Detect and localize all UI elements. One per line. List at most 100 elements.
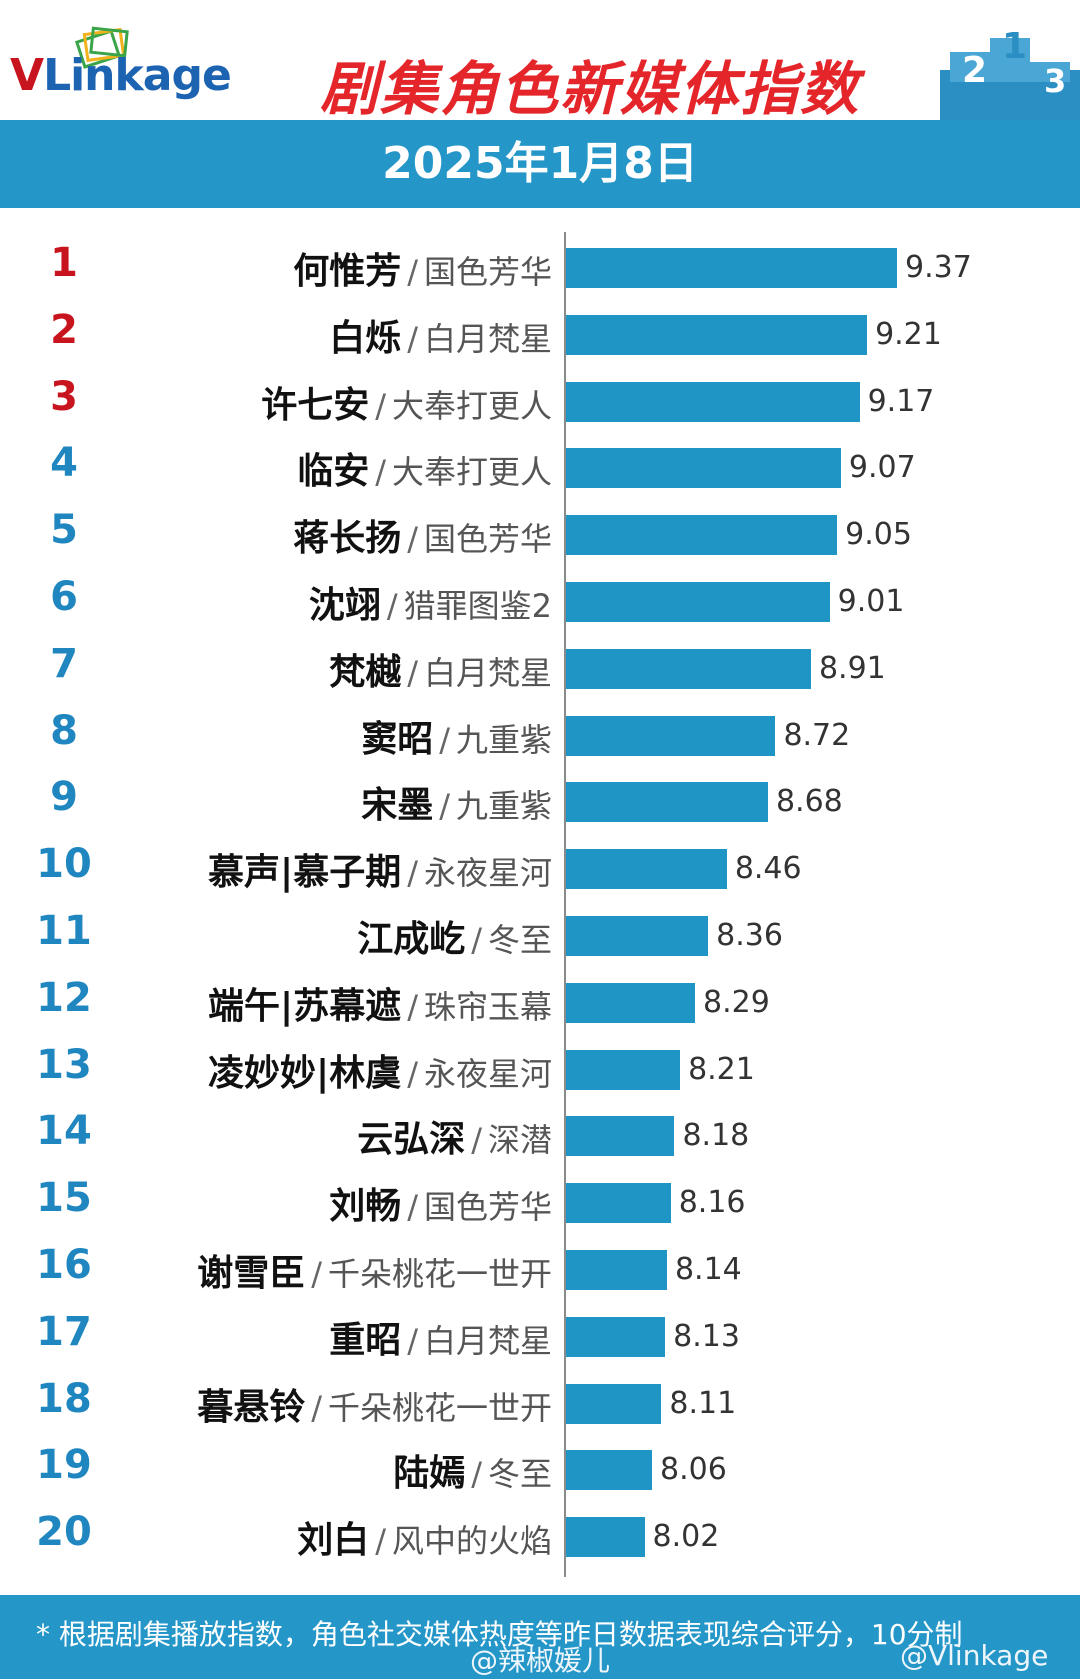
category-label: 暮悬铃 / 千朵桃花一世开 <box>197 1378 552 1430</box>
character-name: 白烁 <box>329 317 402 359</box>
character-name: 临安 <box>297 451 370 493</box>
bar <box>566 715 776 756</box>
rank-label: 8 <box>50 707 78 754</box>
chart-row: 11 江成屹 / 冬至 8.36 <box>0 900 1080 967</box>
bar-value-label: 8.36 <box>716 918 783 953</box>
bar-value-label: 8.11 <box>669 1385 737 1421</box>
category-label: 端午|苏幕遮 / 珠帘玉幕 <box>208 977 552 1029</box>
character-name: 刘畅 <box>329 1186 402 1228</box>
label-separator: / <box>439 787 450 826</box>
bar <box>566 916 709 956</box>
label-separator: / <box>407 1188 418 1227</box>
show-name: 风中的火焰 <box>391 1522 552 1561</box>
show-name: 冬至 <box>487 921 552 959</box>
category-label: 宋墨 / 九重紫 <box>361 776 552 828</box>
category-label: 江成屹 / 冬至 <box>357 910 552 962</box>
watermark-vlinkage: @Vlinkage <box>900 1639 1049 1672</box>
category-label: 白烁 / 白月梵星 <box>329 309 552 361</box>
chart-row: 15 刘畅 / 国色芳华 8.16 <box>0 1167 1080 1234</box>
category-label: 何惟芳 / 国色芳华 <box>293 242 552 294</box>
chart-date: 2025年1月8日 <box>382 138 698 189</box>
chart-row: 14 云弘深 / 深潜 8.18 <box>0 1100 1080 1167</box>
category-label: 刘白 / 风中的火焰 <box>297 1511 552 1563</box>
show-name: 千朵桃花一世开 <box>327 1255 552 1293</box>
bar-value-label: 9.17 <box>867 383 935 419</box>
category-label: 陆嫣 / 冬至 <box>393 1444 552 1496</box>
rank-label: 6 <box>50 574 78 620</box>
chart-row: 16 谢雪臣 / 千朵桃花一世开 8.14 <box>0 1234 1080 1301</box>
label-separator: / <box>407 253 418 291</box>
bar <box>566 448 841 489</box>
label-separator: / <box>439 720 450 759</box>
rank-label: 11 <box>36 908 92 954</box>
bar <box>566 1450 653 1491</box>
character-name: 何惟芳 <box>293 251 402 292</box>
character-name: 重昭 <box>329 1319 402 1361</box>
bar <box>566 314 868 355</box>
logo-text-v: V <box>10 50 44 101</box>
character-name: 慕声|慕子期 <box>208 852 402 894</box>
bar <box>566 1183 671 1224</box>
chart-row: 12 端午|苏幕遮 / 珠帘玉幕 8.29 <box>0 967 1080 1034</box>
bar-value-label: 8.02 <box>652 1519 720 1555</box>
rank-label: 10 <box>36 841 92 888</box>
category-label: 凌妙妙|林虞 / 永夜星河 <box>208 1044 552 1096</box>
category-label: 梵樾 / 白月梵星 <box>329 643 552 695</box>
character-name: 梵樾 <box>329 651 402 693</box>
show-name: 国色芳华 <box>423 520 552 559</box>
show-name: 冬至 <box>487 1455 552 1494</box>
show-name: 珠帘玉幕 <box>423 987 552 1026</box>
show-name: 国色芳华 <box>423 1188 552 1227</box>
label-separator: / <box>311 1388 322 1427</box>
label-separator: / <box>375 386 386 425</box>
bar <box>566 1383 662 1424</box>
character-name: 蒋长扬 <box>293 518 402 560</box>
category-label: 刘畅 / 国色芳华 <box>329 1177 552 1229</box>
bar <box>566 1517 645 1558</box>
bar-value-label: 8.72 <box>783 717 851 753</box>
character-name: 暮悬铃 <box>197 1386 306 1428</box>
rank-label: 20 <box>36 1509 92 1556</box>
header: VLinkage 剧集角色新媒体指数 2 1 3 <box>0 0 1080 123</box>
bar <box>566 515 838 556</box>
bar <box>566 1250 667 1290</box>
bar-value-label: 8.06 <box>660 1452 727 1488</box>
rank-label: 14 <box>36 1108 92 1155</box>
chart-row: 3 许七安 / 大奉打更人 9.17 <box>0 366 1080 433</box>
label-separator: / <box>471 1455 482 1494</box>
chart-row: 2 白烁 / 白月梵星 9.21 <box>0 299 1080 366</box>
show-name: 白月梵星 <box>423 1321 552 1360</box>
rank-label: 16 <box>36 1242 92 1288</box>
label-separator: / <box>407 854 418 893</box>
chart-axis-line <box>564 232 566 1577</box>
bar-value-label: 9.05 <box>845 517 912 553</box>
chart-row: 20 刘白 / 风中的火焰 8.02 <box>0 1501 1080 1568</box>
chart-title: 剧集角色新媒体指数 <box>320 55 861 123</box>
rank-label: 3 <box>50 373 78 420</box>
chart-row: 6 沈翊 / 猎罪图鉴2 9.01 <box>0 566 1080 633</box>
category-label: 临安 / 大奉打更人 <box>297 442 552 494</box>
label-separator: / <box>407 987 418 1026</box>
bar <box>566 648 811 689</box>
label-separator: / <box>311 1255 322 1293</box>
chart-row: 18 暮悬铃 / 千朵桃花一世开 8.11 <box>0 1368 1080 1435</box>
show-name: 深潜 <box>487 1121 552 1160</box>
label-separator: / <box>471 921 482 959</box>
show-name: 猎罪图鉴2 <box>403 587 552 625</box>
character-name: 端午|苏幕遮 <box>208 985 402 1027</box>
character-name: 宋墨 <box>361 785 434 827</box>
character-name: 窦昭 <box>361 718 434 760</box>
category-label: 许七安 / 大奉打更人 <box>261 376 552 428</box>
category-label: 沈翊 / 猎罪图鉴2 <box>309 576 552 628</box>
footer: * 根据剧集播放指数，角色社交媒体热度等昨日数据表现综合评分，10分制 @辣椒媛… <box>0 1595 1080 1679</box>
logo-frames-icon <box>74 26 129 69</box>
character-name: 沈翊 <box>308 585 381 626</box>
character-name: 谢雪臣 <box>197 1253 306 1294</box>
bar <box>566 1316 666 1357</box>
rank-label: 13 <box>36 1041 92 1088</box>
category-label: 蒋长扬 / 国色芳华 <box>293 509 552 561</box>
label-separator: / <box>471 1121 482 1160</box>
show-name: 大奉打更人 <box>391 386 552 425</box>
character-name: 江成屹 <box>357 919 466 960</box>
show-name: 大奉打更人 <box>391 453 552 492</box>
